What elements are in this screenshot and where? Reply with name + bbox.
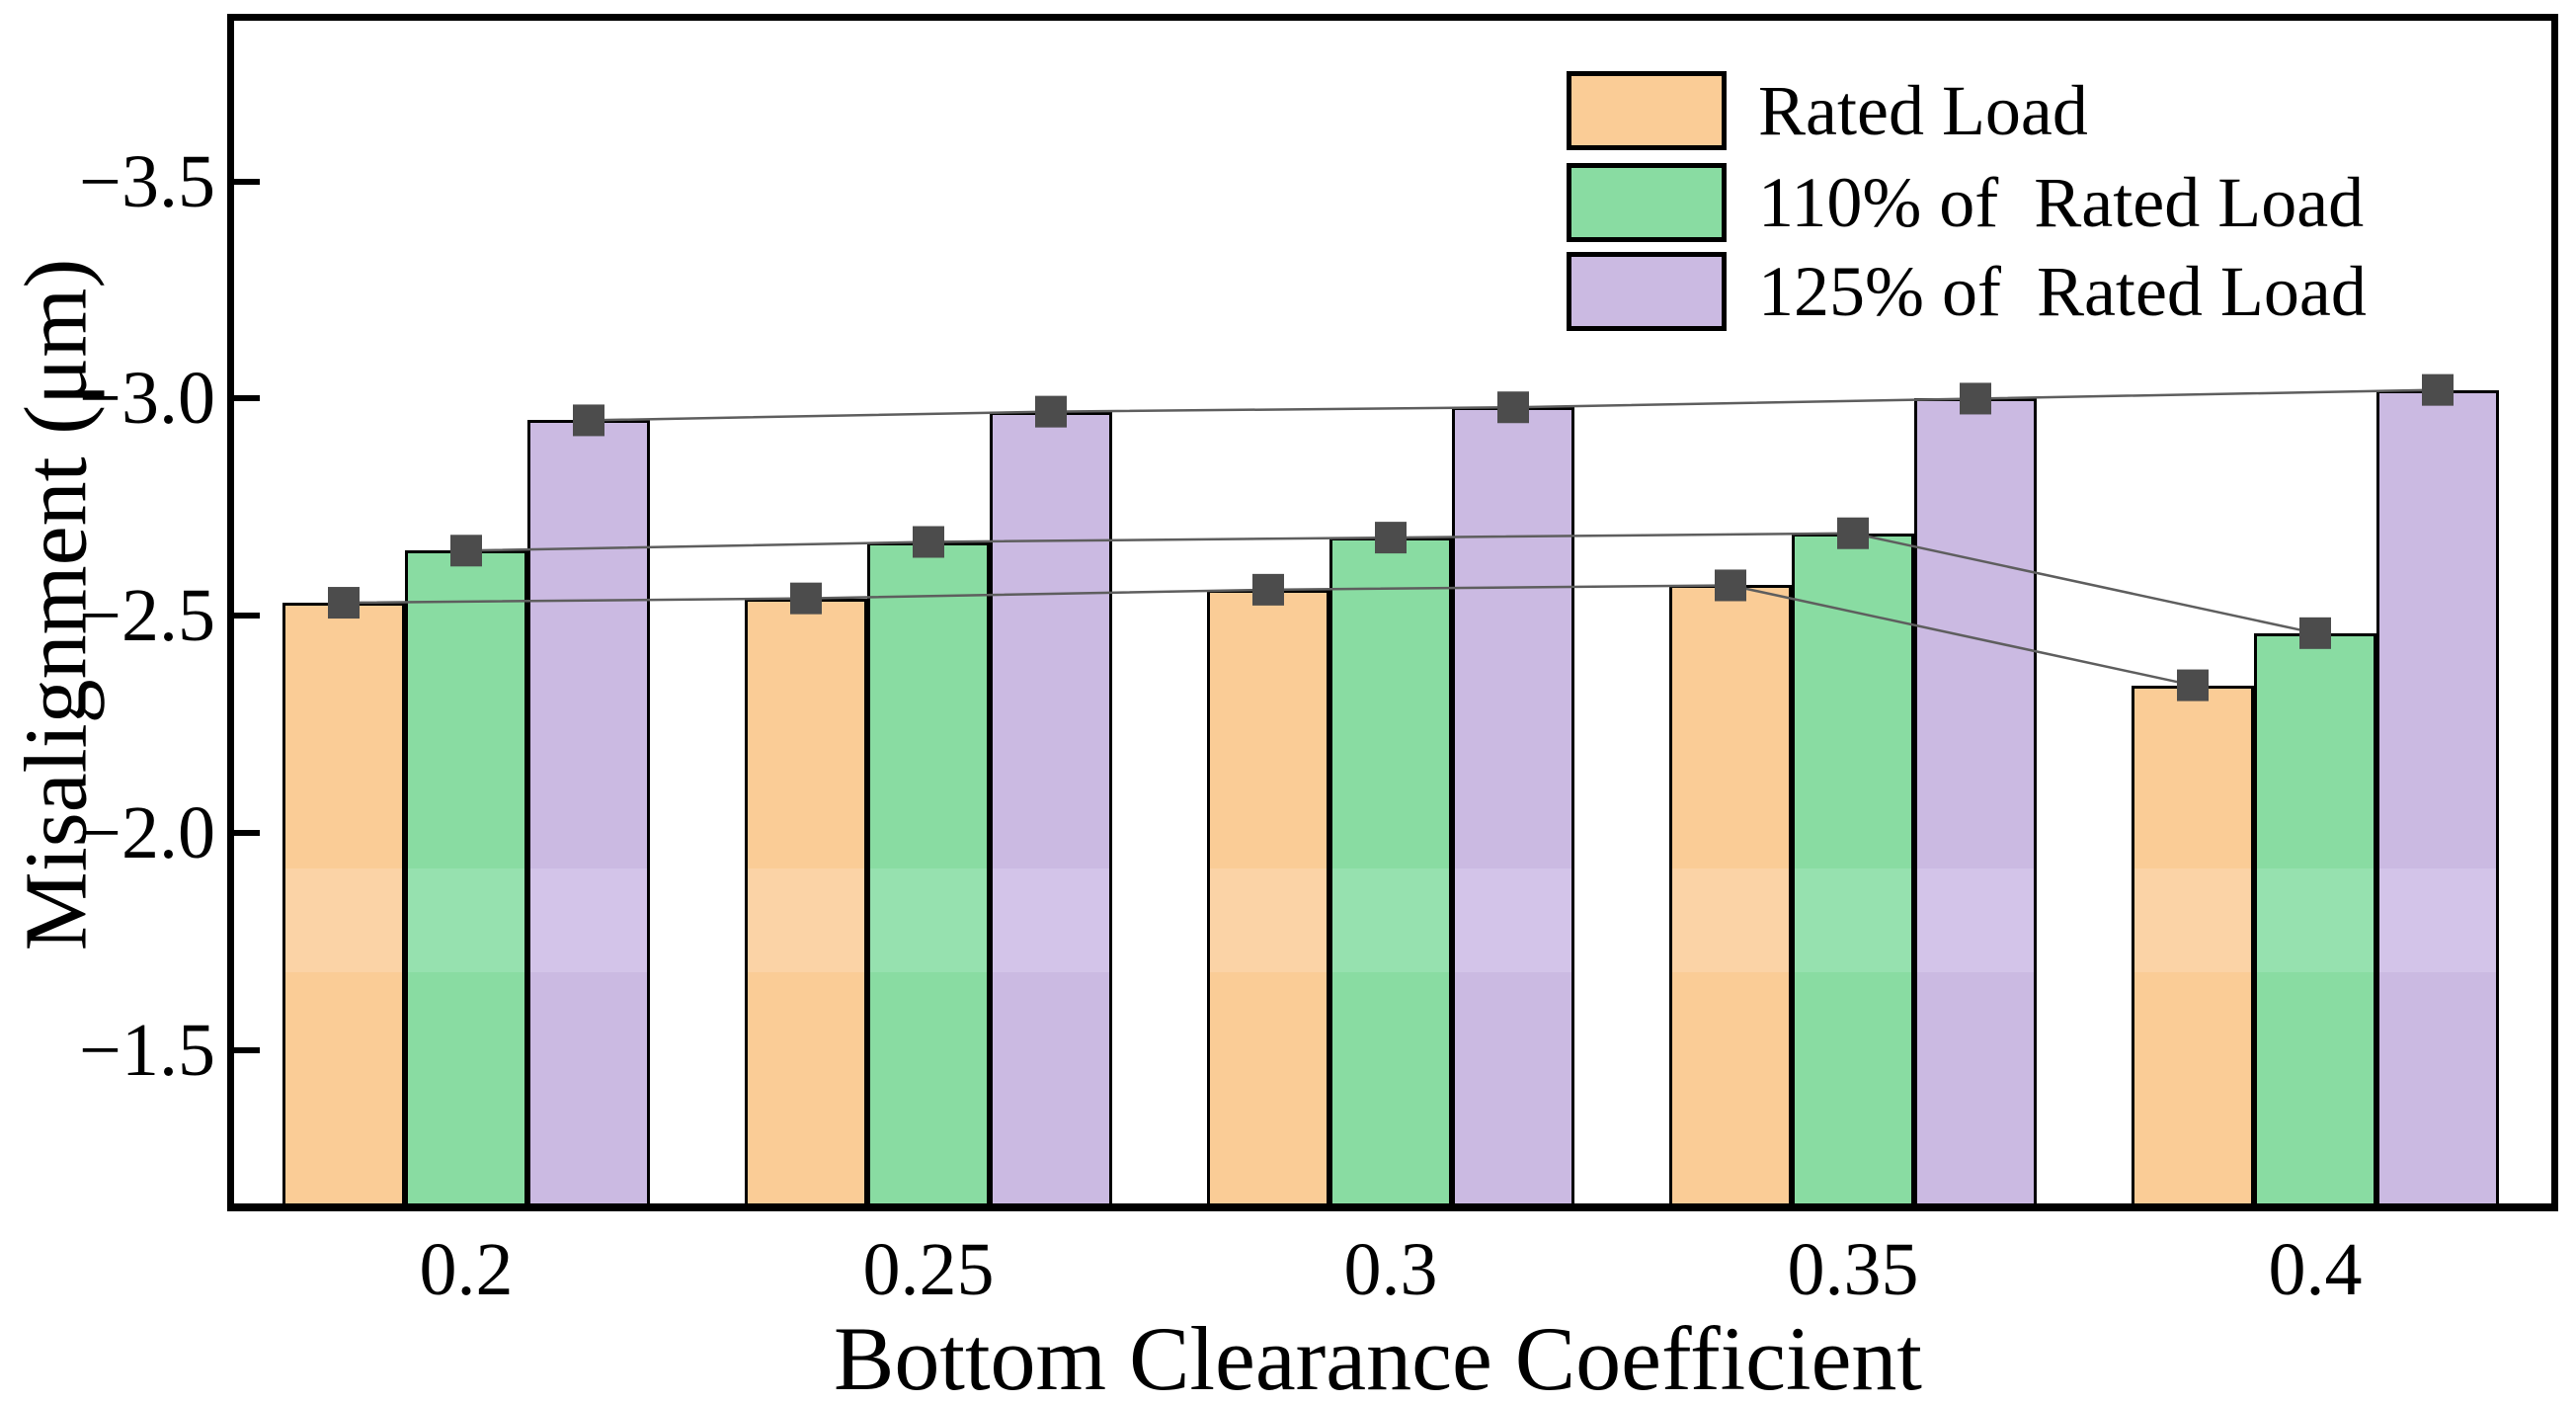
bar-rated-load-x0.3: [1207, 589, 1329, 1203]
bar-rated-load-x0.25: [745, 598, 867, 1203]
y-tick-label: −3.0: [79, 357, 215, 441]
bar-110-of-rated-load-x0.2: [405, 550, 527, 1203]
y-tick-label: −2.5: [79, 574, 215, 658]
plot-area: [227, 14, 2558, 1211]
bar-rated-load-x0.4: [2132, 685, 2254, 1203]
y-tick-label: −1.5: [79, 1008, 215, 1092]
y-tick: [234, 1046, 260, 1053]
bar-110-of-rated-load-x0.4: [2254, 632, 2376, 1203]
bar-125-of-rated-load-x0.25: [990, 411, 1112, 1203]
y-tick-label: −2.0: [79, 791, 215, 875]
bar-125-of-rated-load-x0.3: [1452, 407, 1574, 1203]
x-tick-label: 0.3: [1343, 1228, 1438, 1311]
legend-swatch-1: [1567, 71, 1727, 150]
x-tick-label: 0.35: [1787, 1228, 1919, 1311]
y-tick-label: −3.5: [79, 139, 215, 223]
bar-rated-load-x0.35: [1669, 585, 1792, 1203]
bar-rated-load-x0.2: [282, 603, 405, 1203]
legend-label-1: Rated Load: [1758, 71, 2088, 150]
y-tick: [234, 178, 260, 185]
x-tick-label: 0.2: [419, 1228, 514, 1311]
legend-swatch-2: [1567, 163, 1727, 242]
bar-125-of-rated-load-x0.4: [2376, 389, 2499, 1203]
y-tick: [234, 395, 260, 402]
bar-110-of-rated-load-x0.35: [1792, 533, 1914, 1203]
x-tick-label: 0.25: [862, 1228, 995, 1311]
bar-125-of-rated-load-x0.35: [1914, 398, 2037, 1203]
legend-swatch-3: [1567, 252, 1727, 331]
plot-inner: [234, 21, 2551, 1203]
y-tick: [234, 613, 260, 619]
x-tick-label: 0.4: [2268, 1228, 2363, 1311]
legend-label-3: 125% of Rated Load: [1758, 252, 2367, 331]
x-axis-title: Bottom Clearance Coefficient: [834, 1308, 1922, 1404]
bar-110-of-rated-load-x0.25: [867, 541, 990, 1203]
y-tick: [234, 830, 260, 837]
bar-125-of-rated-load-x0.2: [527, 420, 650, 1203]
legend-label-2: 110% of Rated Load: [1758, 163, 2365, 242]
bar-110-of-rated-load-x0.3: [1329, 537, 1452, 1203]
